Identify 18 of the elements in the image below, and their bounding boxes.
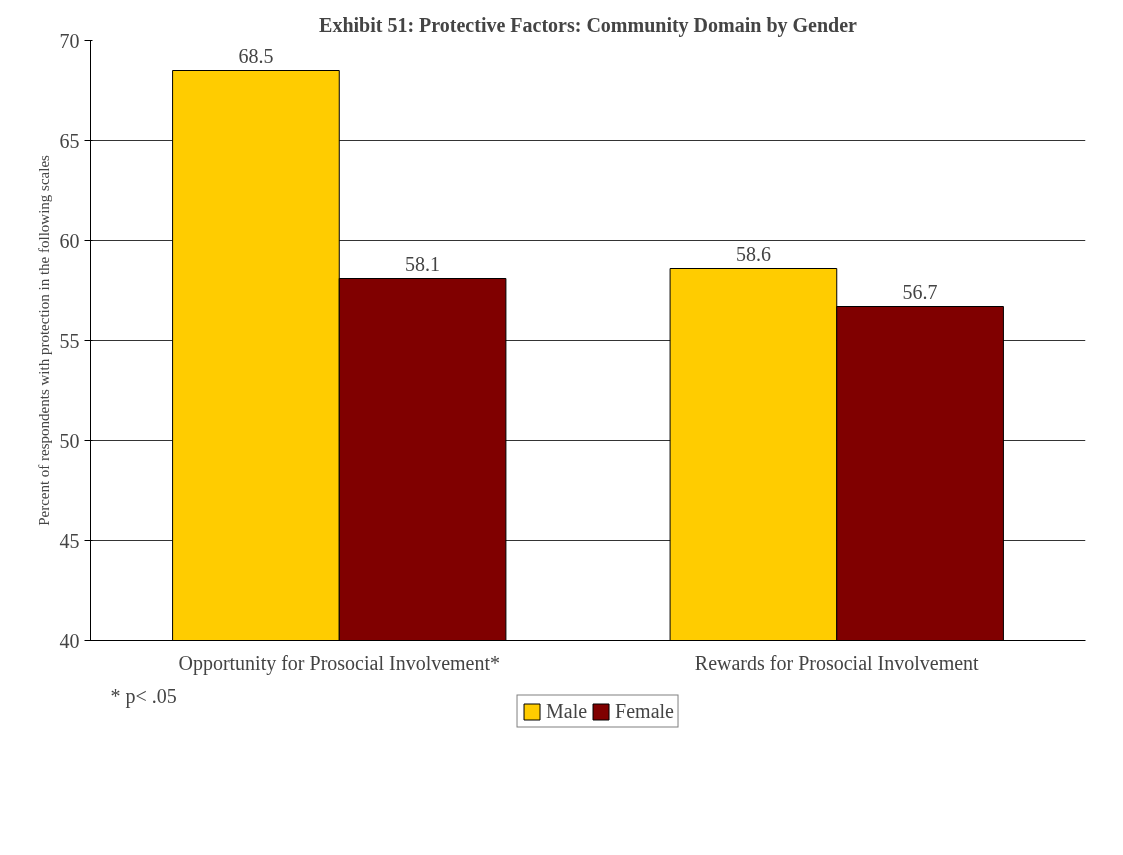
y-tick-label: 55: [59, 329, 80, 352]
y-tick-label: 50: [59, 429, 80, 452]
data-label: 58.6: [735, 242, 771, 265]
y-tick-label: 45: [59, 529, 80, 552]
y-tick-label: 65: [59, 129, 80, 152]
y-tick-label: 60: [59, 229, 80, 252]
legend-label: Female: [615, 699, 674, 723]
data-label: 56.7: [902, 280, 938, 303]
y-axis-title: Percent of respondents with protection in the following scales: [35, 154, 52, 526]
data-label: 68.5: [238, 44, 274, 67]
chart-title: Exhibit 51: Protective Factors: Community Domain by Gender: [319, 13, 858, 37]
text: * p< .05: [110, 684, 177, 708]
x-tick-label: Opportunity for Prosocial Involvement*: [178, 651, 501, 675]
y-tick-label: 40: [59, 629, 80, 652]
x-tick-label: Rewards for Prosocial Involvement: [694, 651, 980, 674]
legend-label: Male: [546, 699, 588, 723]
data-label: 58.1: [405, 252, 441, 275]
y-tick-label: 70: [59, 29, 80, 52]
